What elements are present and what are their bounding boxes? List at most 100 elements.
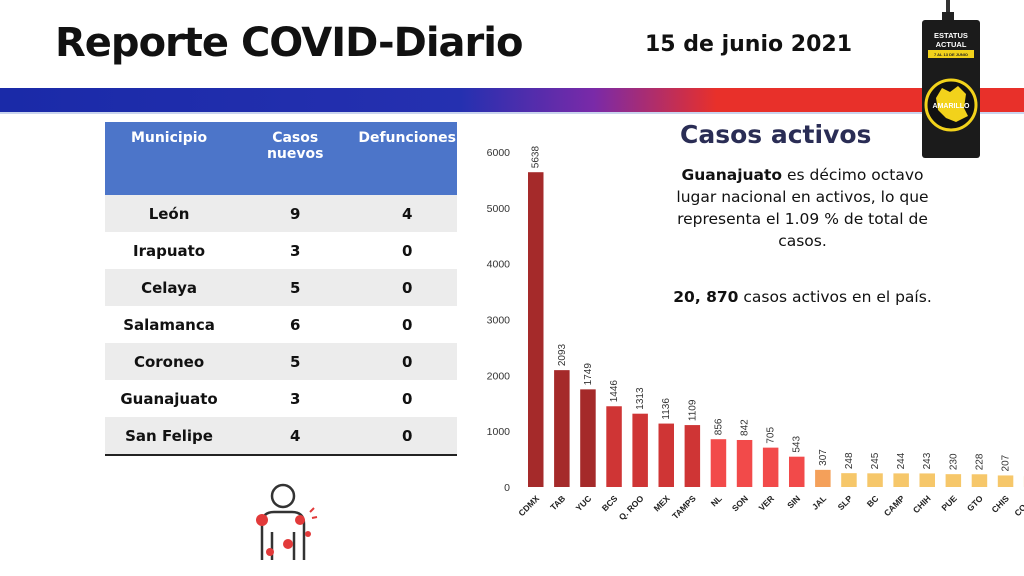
y-tick-label: 4000 xyxy=(487,259,511,271)
y-tick-label: 0 xyxy=(504,482,510,494)
category-label: CHIH xyxy=(911,493,933,515)
bar xyxy=(893,473,909,487)
col-header-casos: Casos nuevos xyxy=(233,122,358,195)
chart-caption-text: Guanajuato es décimo octavo lugar nacion… xyxy=(660,164,945,252)
category-label: GTO xyxy=(965,493,985,513)
bar-value-label: 228 xyxy=(974,453,985,470)
casos-cell: 4 xyxy=(233,417,358,456)
defunciones-cell: 0 xyxy=(401,241,413,260)
municipality-table: Municipio Casos nuevos Defunciones León 9… xyxy=(105,122,457,456)
bar xyxy=(580,389,596,487)
category-label: YUC xyxy=(574,493,594,513)
municipio-cell: Salamanca xyxy=(123,315,215,334)
category-label: TAB xyxy=(548,493,567,512)
category-label: PUE xyxy=(939,493,959,513)
bar xyxy=(919,473,935,487)
municipio-cell: Coroneo xyxy=(105,343,234,380)
defunciones-cell: 4 xyxy=(357,195,457,232)
chart-caption-title: Casos activos xyxy=(680,120,872,149)
header-band-line xyxy=(0,112,1024,114)
bar-value-label: 856 xyxy=(713,418,724,435)
bar xyxy=(658,423,674,487)
bar xyxy=(815,469,831,487)
bar-value-label: 1313 xyxy=(635,387,646,410)
bar-value-label: 245 xyxy=(870,452,881,469)
bar-value-label: 2093 xyxy=(557,343,568,366)
defunciones-cell: 0 xyxy=(357,269,457,306)
active-cases-bar-chart: 0 1000 2000 3000 4000 5000 6000 5638 CDMX 2093 TAB… xyxy=(487,146,1024,522)
table-row: Coroneo 5 0 xyxy=(105,343,457,380)
bar-value-label: 842 xyxy=(740,419,751,436)
table-row: Salamanca 6 0 xyxy=(105,306,457,343)
bar-value-label: 705 xyxy=(766,427,777,444)
category-label: SIN xyxy=(785,493,802,510)
bar xyxy=(841,473,857,487)
bar-value-label: 207 xyxy=(1001,454,1012,471)
bar-value-label: 244 xyxy=(896,452,907,469)
defunciones-cell: 0 xyxy=(357,343,457,380)
category-label: NL xyxy=(709,493,724,508)
bar xyxy=(632,413,648,487)
y-tick-label: 6000 xyxy=(487,147,511,159)
y-tick-label: 2000 xyxy=(487,370,511,382)
category-label: CAMP xyxy=(882,493,907,518)
defunciones-cell: 0 xyxy=(357,417,457,456)
bar xyxy=(606,406,622,487)
y-tick-label: 1000 xyxy=(487,426,511,438)
bar-value-label: 543 xyxy=(792,436,803,453)
caption-state: Guanajuato xyxy=(681,166,783,184)
y-tick-label: 3000 xyxy=(487,315,511,327)
category-label: BCS xyxy=(600,493,620,513)
page-title: Reporte COVID-Diario xyxy=(55,20,523,66)
bar xyxy=(945,474,962,487)
header-band xyxy=(0,88,1024,112)
casos-cell: 5 xyxy=(233,343,358,380)
report-date: 15 de junio 2021 xyxy=(645,32,853,57)
category-label: COAH xyxy=(1012,493,1024,518)
col-header-defunciones: Defunciones xyxy=(357,122,457,195)
bar-value-label: 1749 xyxy=(583,363,594,386)
municipio-cell: Celaya xyxy=(105,269,234,306)
category-label: CHIS xyxy=(990,493,1012,515)
category-label: SLP xyxy=(836,493,855,512)
defunciones-cell: 0 xyxy=(401,389,413,408)
bar xyxy=(710,439,727,487)
municipio-cell: Irapuato xyxy=(132,241,206,260)
traffic-light-status-badge: ESTATUS ACTUAL 7 AL 13 DE JUNIO AMARILLO xyxy=(922,0,980,158)
bar-value-label: 248 xyxy=(844,452,855,469)
bar xyxy=(684,425,701,487)
bar-value-label: 1136 xyxy=(661,398,672,420)
category-label: JAL xyxy=(810,493,828,511)
category-label: Q. ROO xyxy=(617,493,646,522)
bar xyxy=(789,456,805,487)
category-label: BC xyxy=(865,493,881,509)
bar-value-label: 5638 xyxy=(531,146,542,169)
casos-cell: 3 xyxy=(290,241,301,260)
municipio-cell: León xyxy=(105,195,234,232)
bar xyxy=(554,370,570,487)
table-row: Irapuato 3 0 xyxy=(105,232,457,269)
category-label: SON xyxy=(730,493,750,513)
y-tick-label: 5000 xyxy=(487,203,511,215)
total-text: casos activos en el país. xyxy=(738,288,932,306)
bar xyxy=(971,474,988,487)
status-date-range: 7 AL 13 DE JUNIO xyxy=(934,52,968,57)
table-row: Celaya 5 0 xyxy=(105,269,457,306)
category-label: VER xyxy=(757,493,776,512)
bar-value-label: 307 xyxy=(818,449,829,466)
casos-cell: 6 xyxy=(290,315,301,334)
status-level: AMARILLO xyxy=(933,103,970,110)
bar-value-label: 1109 xyxy=(687,399,698,421)
table-row: Guanajuato 3 0 xyxy=(105,380,457,417)
col-header-municipio: Municipio xyxy=(105,122,234,195)
table-row: León 9 4 xyxy=(105,195,457,232)
active-cases-total: 20, 870 casos activos en el país. xyxy=(660,288,945,306)
caption-body: es décimo octavo lugar nacional en activ… xyxy=(676,166,929,250)
status-label-line2: ACTUAL xyxy=(936,40,967,49)
bar xyxy=(867,473,883,487)
category-label: MEX xyxy=(652,493,672,513)
category-label: TAMPS xyxy=(670,493,698,521)
bar xyxy=(762,447,779,487)
covid-symptoms-icon xyxy=(256,483,318,560)
total-value: 20, 870 xyxy=(673,288,739,306)
